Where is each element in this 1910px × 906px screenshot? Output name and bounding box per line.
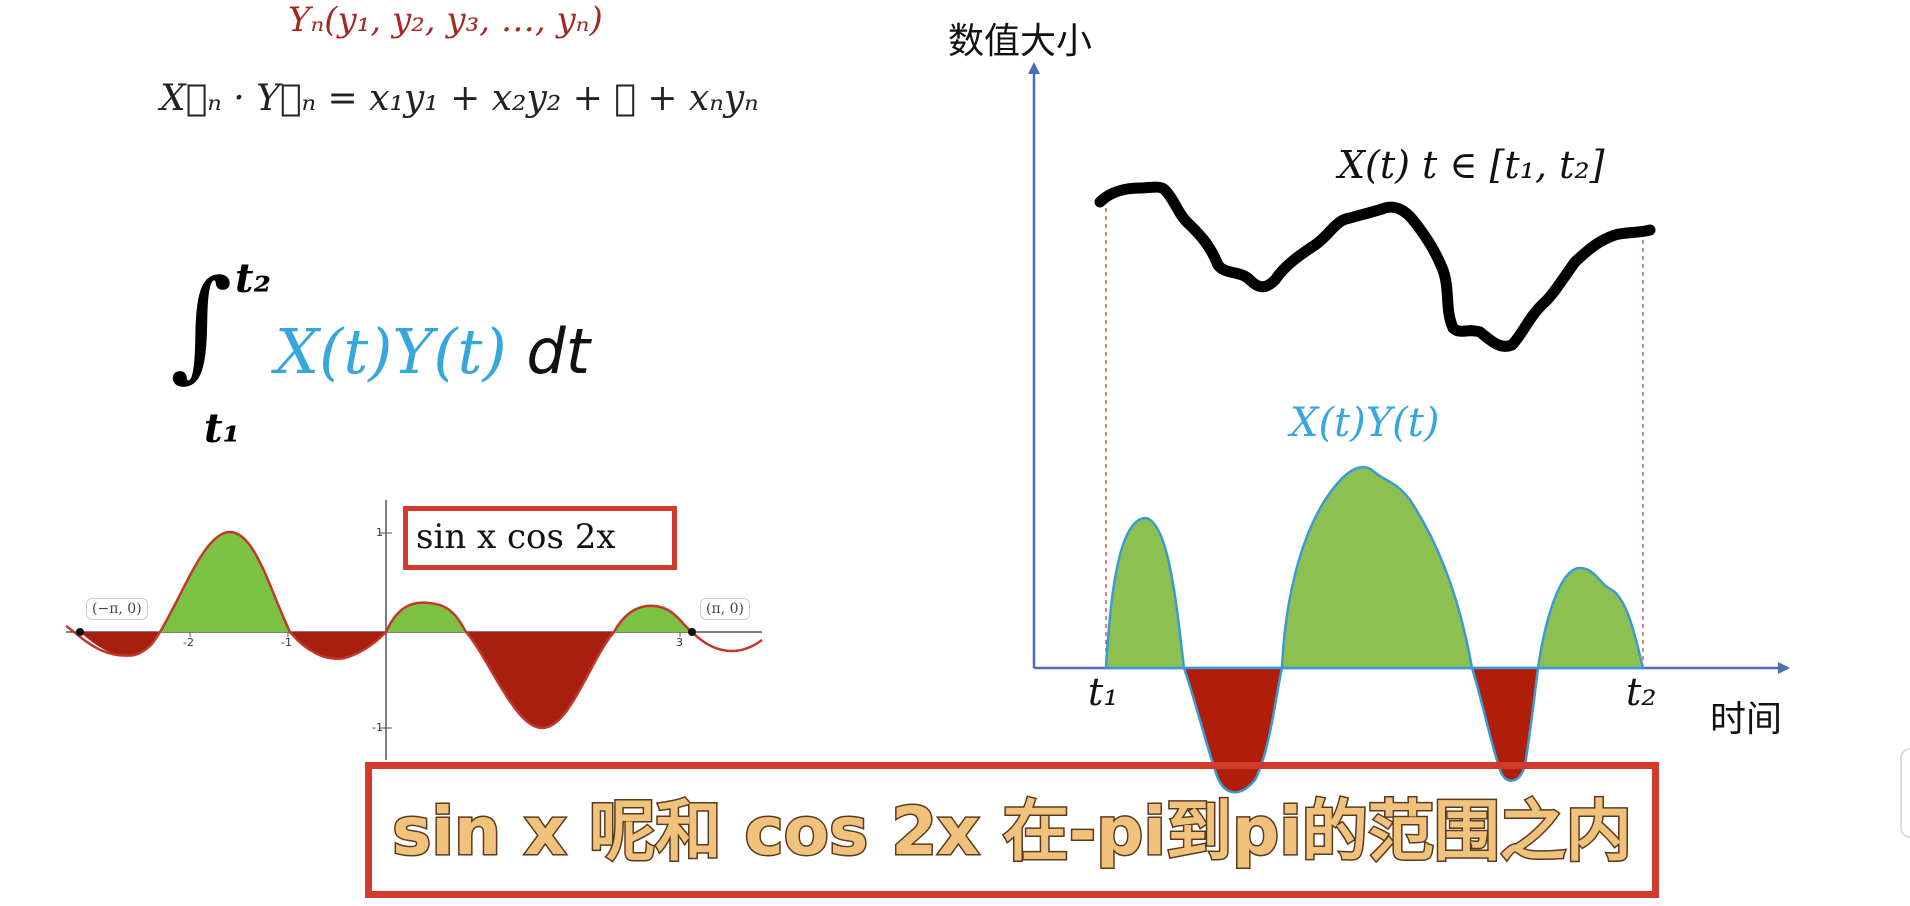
right-chart-negative-lobe-1 [1182,666,1284,794]
right-chart-t2-label: t₂ [1626,670,1657,714]
right-chart-signal-x [1094,181,1656,352]
dot-product-formula: X⃗ₙ · Y⃗ₙ = x₁y₁ + x₂y₂ + ⋯ + xₙyₙ [160,78,759,119]
right-chart-negative-lobe-2 [1470,666,1540,782]
left-plot-point-pi [688,628,696,636]
integral-integrand: X(t)Y(t) [275,315,507,388]
subtitle-frame [365,762,1659,898]
left-plot-tick-label-x3: 3 [676,636,683,649]
left-plot-point-neg-label: (−π, 0) [86,598,148,620]
left-plot-positive-lobe-1 [160,532,290,632]
left-plot-tick-label-xm2: -2 [183,636,194,649]
left-plot-curve [65,530,763,730]
yn-vector-formula: Yₙ(y₁, y₂, y₃, …, yₙ) [288,0,603,40]
integral-upper-limit: t₂ [235,255,271,302]
sin-cos-formula-label: sin x cos 2x [416,517,616,557]
right-chart-signal-label: X(t) t ∈ [t₁, t₂] [1338,143,1605,187]
side-panel-handle[interactable] [1900,748,1910,838]
left-plot-point-neg-pi [76,628,84,636]
left-plot-positive-lobe-3 [614,605,692,632]
left-plot-tick-label-ym1: -1 [372,721,383,734]
right-chart-positive-lobe-3 [1536,566,1645,670]
right-chart-positive-lobe-1 [1104,516,1186,670]
integral-lower-limit: t₁ [204,405,240,452]
right-chart-product-label: X(t)Y(t) [1290,400,1440,446]
left-plot-negative-lobe-3 [466,632,614,728]
left-plot-tick-label-xm1: -1 [281,636,292,649]
right-chart-positive-lobe-2 [1280,465,1474,670]
sin-cos-formula-box: sin x cos 2x [403,506,677,570]
left-plot-negative-lobe-1 [80,632,160,657]
right-chart-x-axis-label: 时间 [1710,699,1783,740]
left-plot-point-pos-label: (π, 0) [700,598,750,620]
integral-sign: ∫ [170,255,233,394]
left-plot-positive-lobe-2 [386,602,466,632]
subtitle-caption: sin x 呢和 cos 2x 在-pi到pi的范围之内 [391,792,1634,872]
right-chart-y-axis-label: 数值大小 [948,21,1093,62]
right-chart-t1-label: t₁ [1088,670,1119,714]
left-plot-tick-label-y1: 1 [376,526,383,539]
integral-differential: dt [526,315,591,388]
